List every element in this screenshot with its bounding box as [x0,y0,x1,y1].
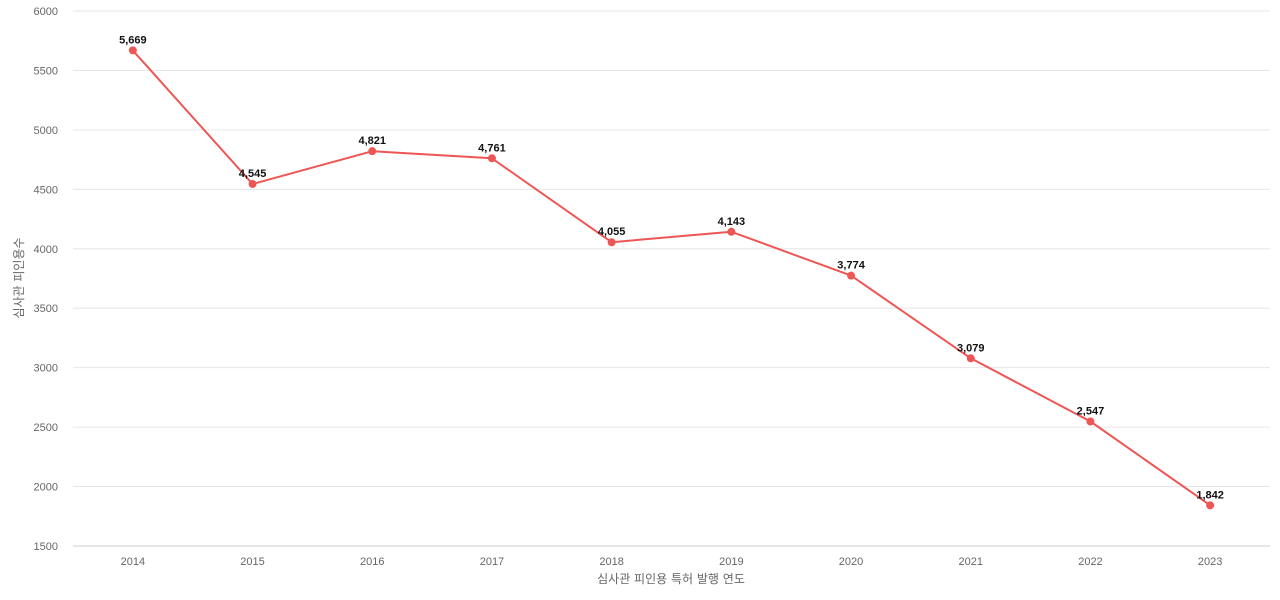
y-tick-label: 6000 [34,6,58,18]
data-label: 2,547 [1077,406,1105,418]
data-point [1206,501,1215,510]
data-label: 4,055 [598,226,626,238]
x-tick-label: 2020 [839,556,863,568]
y-tick-label: 2000 [34,482,58,494]
data-label: 4,545 [239,168,267,180]
data-point [1086,417,1095,426]
data-label: 4,821 [358,135,386,147]
x-tick-label: 2019 [719,556,743,568]
data-point [847,271,856,280]
data-label: 4,143 [718,216,746,228]
data-label: 5,669 [119,34,147,46]
x-tick-label: 2014 [121,556,145,568]
data-label: 3,079 [957,342,985,354]
x-tick-label: 2023 [1198,556,1222,568]
series-line [132,49,1211,507]
data-point [727,227,736,236]
x-tick-label: 2018 [599,556,623,568]
y-axis-title: 심사관 피인용수 [12,237,26,318]
data-point [248,179,257,188]
y-tick-label: 5000 [34,125,58,137]
y-axis-ticks: 1500 2000 2500 3000 3500 4000 4500 5000 5500 6000 [34,6,58,553]
y-tick-label: 5500 [34,65,58,77]
data-label: 4,761 [478,142,506,154]
y-tick-label: 4000 [34,244,58,256]
data-point [368,147,377,156]
x-axis-ticks: 2014 2015 2016 2017 2018 2019 2020 2021 2022 2023 [121,556,1223,568]
y-tick-label: 1500 [34,541,58,553]
x-tick-label: 2022 [1078,556,1102,568]
x-tick-label: 2015 [240,556,264,568]
gridlines [73,10,1270,488]
x-tick-label: 2016 [360,556,384,568]
x-axis-title: 심사관 피인용 특허 발행 연도 [597,571,745,586]
y-tick-label: 3000 [34,363,58,375]
data-points [128,46,1215,510]
data-point [487,154,496,163]
data-label: 3,774 [837,260,865,272]
y-tick-label: 2500 [34,422,58,434]
x-tick-label: 2021 [959,556,983,568]
y-tick-label: 4500 [34,184,58,196]
y-tick-label: 3500 [34,303,58,315]
data-point [128,46,137,55]
data-point [607,238,616,247]
data-point [966,354,975,363]
data-labels: 5,669 4,545 4,821 4,761 4,055 4,143 3,774 3,079… [119,34,1224,501]
x-tick-label: 2017 [480,556,504,568]
data-label: 1,842 [1196,489,1224,501]
